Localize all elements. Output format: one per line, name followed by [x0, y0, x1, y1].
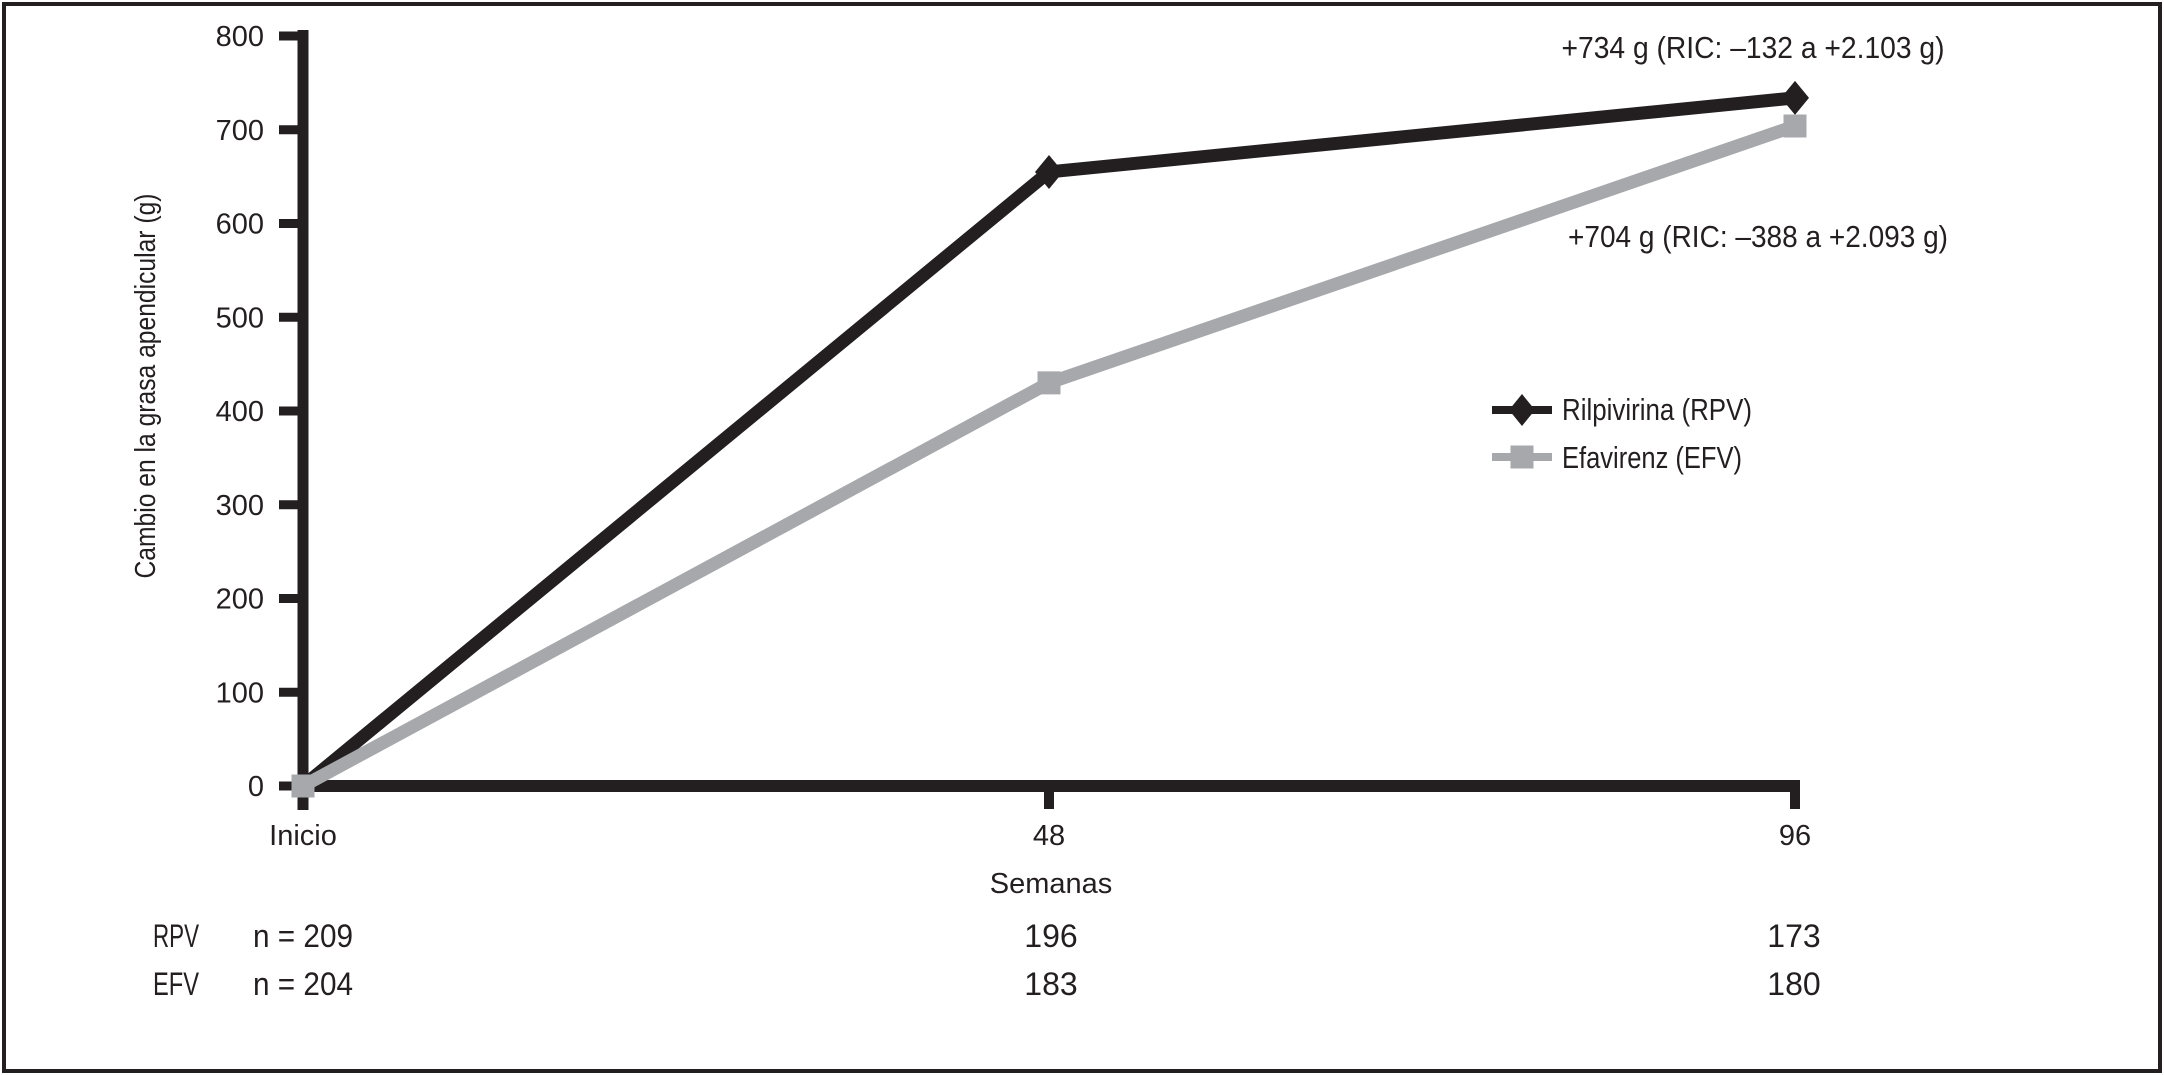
y-tick-label: 200 — [216, 584, 264, 616]
y-tick-mark — [279, 125, 303, 135]
x-tick-label: 96 — [1779, 820, 1811, 852]
legend-item-rpv: Rilpivirina (RPV) — [1492, 392, 1752, 427]
x-axis-ticks: Inicio 48 96 — [269, 786, 1811, 852]
efv-square-marker — [291, 774, 315, 798]
x-tick-mark — [1044, 786, 1054, 809]
efv-square-marker — [1783, 114, 1807, 138]
efv-n-week48: 183 — [1024, 966, 1077, 1002]
legend-square-marker — [1510, 445, 1534, 469]
y-tick-label: 100 — [216, 677, 264, 709]
y-tick-mark — [279, 687, 303, 697]
legend: Rilpivirina (RPV) Efavirenz (EFV) — [1492, 392, 1752, 475]
y-tick-label: 300 — [216, 490, 264, 522]
rpv-n-week96: 173 — [1767, 918, 1820, 954]
series-layer — [289, 80, 1809, 803]
rpv-diamond-marker — [1035, 154, 1063, 189]
rpv-n-week48: 196 — [1024, 918, 1077, 954]
x-tick-mark — [1790, 786, 1800, 809]
efv-square-marker — [1037, 371, 1061, 395]
row-label-rpv: RPV — [153, 918, 199, 954]
x-tick-label: 48 — [1033, 820, 1065, 852]
y-tick-label: 700 — [216, 115, 264, 147]
rpv-diamond-marker — [1781, 80, 1809, 115]
y-axis-line — [297, 30, 309, 810]
x-axis-title: Semanas — [990, 868, 1113, 900]
y-tick-label: 0 — [248, 771, 264, 803]
efv-n-baseline: n = 204 — [253, 966, 353, 1002]
y-tick-label: 800 — [216, 21, 264, 53]
annotation-efv-96w: +704 g (RIC: –388 a +2.093 g) — [1568, 219, 1948, 254]
y-tick-mark — [279, 312, 303, 322]
table-row: EFV n = 204 183 180 — [153, 966, 1821, 1002]
row-label-efv: EFV — [153, 966, 199, 1002]
rpv-n-baseline: n = 209 — [253, 918, 353, 954]
legend-item-efv: Efavirenz (EFV) — [1492, 440, 1742, 475]
y-tick-label: 400 — [216, 396, 264, 428]
annotation-rpv-96w: +734 g (RIC: –132 a +2.103 g) — [1562, 30, 1945, 65]
x-tick-label: Inicio — [269, 820, 337, 852]
table-row: RPV n = 209 196 173 — [153, 918, 1821, 954]
y-tick-label: 600 — [216, 209, 264, 241]
y-tick-mark — [279, 31, 303, 41]
y-tick-mark — [279, 219, 303, 228]
y-tick-mark — [279, 500, 303, 510]
legend-label-efv: Efavirenz (EFV) — [1562, 440, 1742, 475]
legend-label-rpv: Rilpivirina (RPV) — [1562, 392, 1752, 427]
y-tick-mark — [279, 406, 303, 416]
y-tick-mark — [279, 594, 303, 603]
y-axis-title: Cambio en la grasa apendicular (g) — [130, 194, 162, 579]
y-tick-label: 500 — [216, 302, 264, 334]
efv-n-week96: 180 — [1767, 966, 1820, 1002]
y-axis-ticks: 0 100 200 300 400 500 600 700 800 — [216, 21, 303, 803]
legend-diamond-marker — [1509, 394, 1535, 426]
n-at-risk-table: RPV n = 209 196 173 EFV n = 204 183 180 — [153, 918, 1821, 1002]
